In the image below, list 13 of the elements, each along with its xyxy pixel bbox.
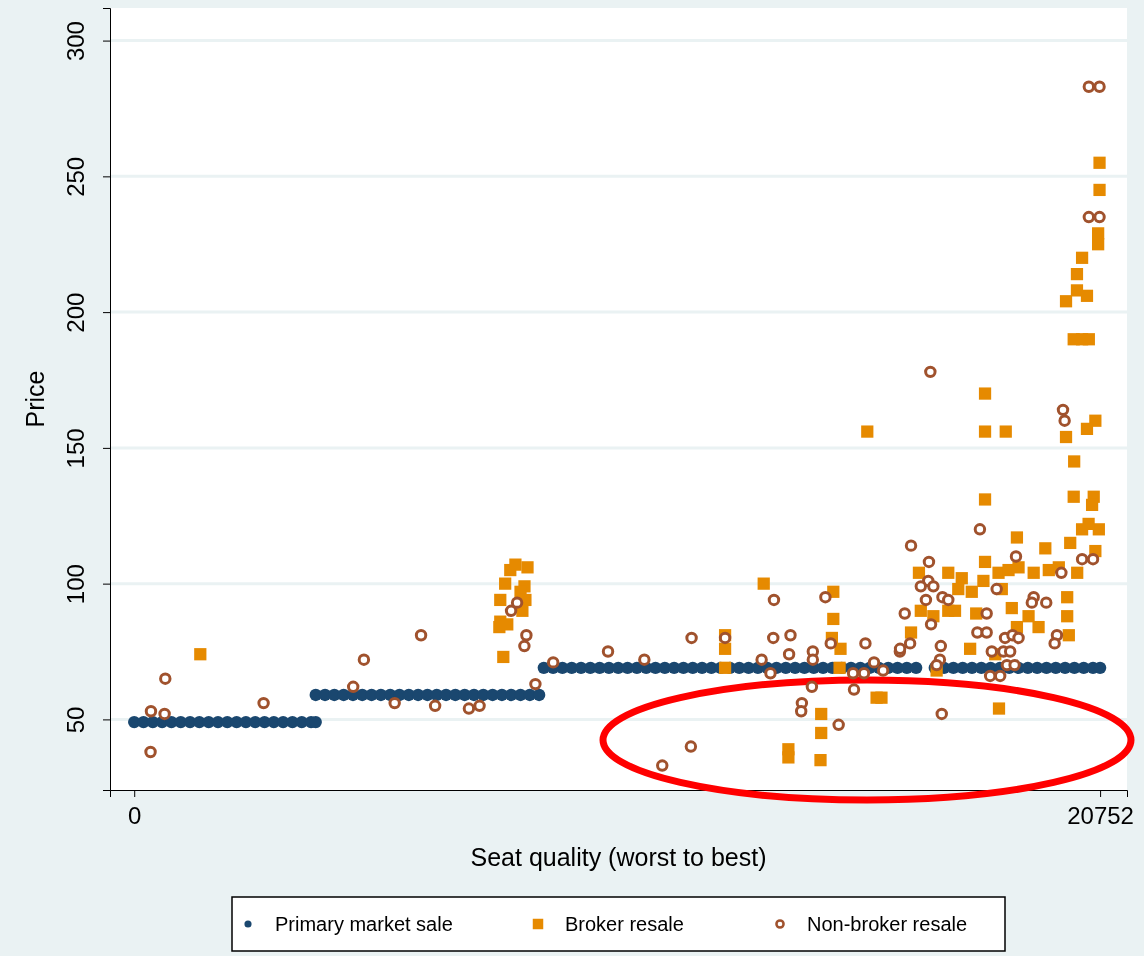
legend-label: Broker resale	[565, 913, 684, 935]
legend-label: Non-broker resale	[807, 913, 968, 935]
x-tick-label: 0	[128, 802, 142, 829]
y-tick-label: 150	[62, 428, 89, 469]
y-tick-label: 200	[62, 292, 89, 333]
x-axis-title: Seat quality (worst to best)	[470, 843, 767, 871]
y-tick-label: 50	[62, 706, 89, 734]
legend-label: Primary market sale	[275, 913, 453, 935]
y-axis-title: Price	[21, 370, 49, 428]
x-tick-label: 20752	[1067, 802, 1134, 829]
y-tick-label: 100	[62, 564, 89, 605]
y-tick-label: 250	[62, 156, 89, 197]
y-tick-label: 300	[62, 21, 89, 62]
